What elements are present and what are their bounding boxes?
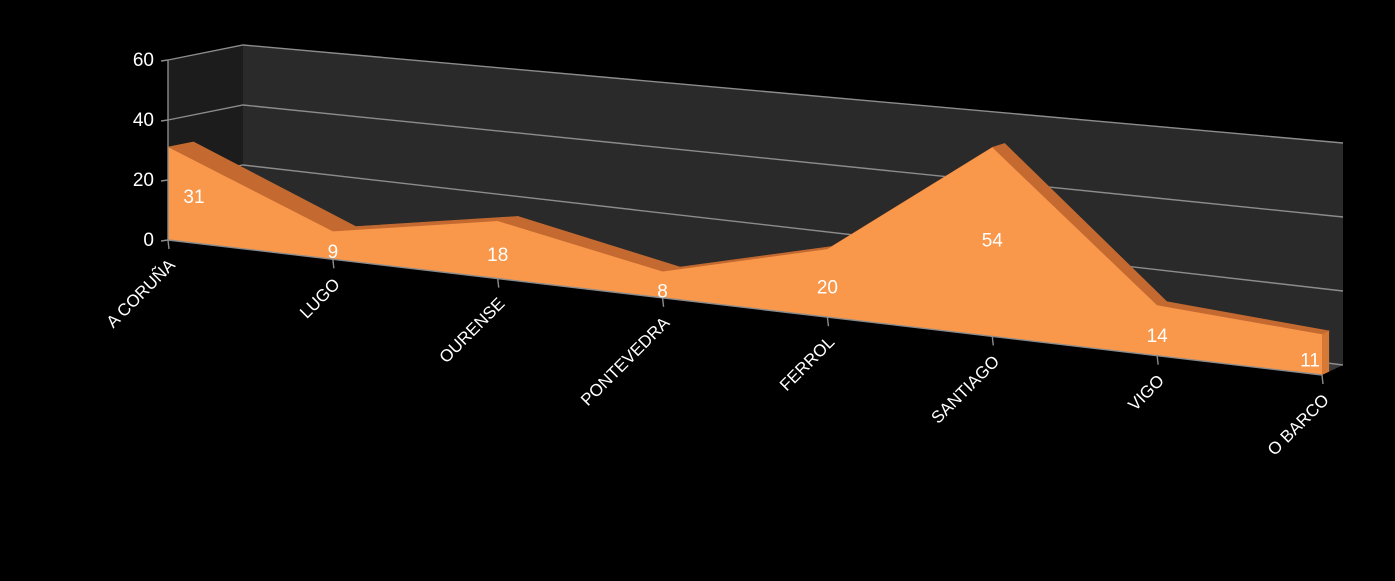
x-category-label: FERROL [776,333,838,395]
y-tick-mark [160,59,169,62]
x-tick-mark [1321,374,1324,385]
data-label: 14 [1147,326,1169,347]
x-category-label: A CORUÑA [103,255,180,332]
x-category-label: PONTEVEDRA [577,313,674,410]
x-tick-mark [497,278,500,288]
x-tick-mark [991,336,994,346]
data-label: 8 [657,281,668,302]
x-tick-mark [167,239,170,250]
y-tick-label: 0 [143,230,154,251]
data-label: 9 [328,242,339,263]
x-category-label: LUGO [296,275,344,323]
data-label: 31 [183,187,204,208]
x-tick-mark [826,317,830,327]
y-tick-label: 60 [133,50,154,71]
x-category-label: VIGO [1124,371,1167,414]
y-tick-mark [160,239,169,242]
gridline-60 [167,44,1344,144]
area-series [167,141,1331,375]
x-category-label: O BARCO [1264,390,1333,459]
data-label: 18 [487,245,508,266]
axes [160,59,1324,385]
x-category-label: OURENSE [436,294,509,367]
x-tick-mark [661,297,665,307]
x-axis-line [167,239,1323,376]
x-tick-mark [1156,355,1159,365]
data-label: 11 [1300,351,1320,372]
x-tick-mark [332,259,335,269]
y-tick-label: 20 [133,170,154,191]
data-label: 20 [817,278,838,299]
y-tick-mark [160,179,169,182]
y-tick-mark [160,119,169,122]
area-front-face [168,147,1322,375]
y-tick-label: 40 [133,110,154,131]
data-label: 54 [982,230,1004,251]
area-end-cap [1322,330,1330,375]
x-category-label: SANTIAGO [928,352,1004,428]
